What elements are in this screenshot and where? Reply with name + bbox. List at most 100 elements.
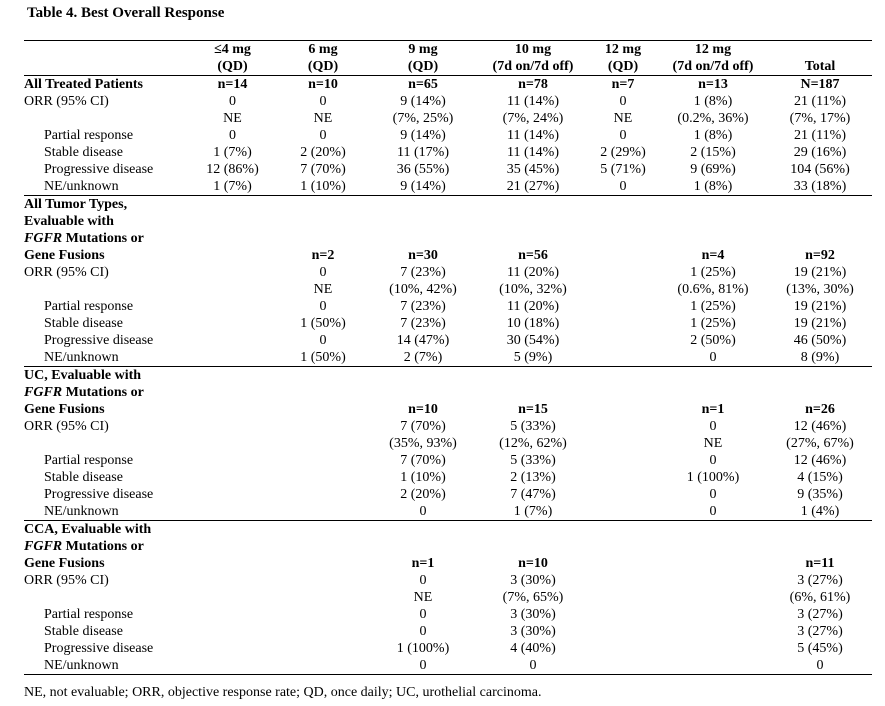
response-cell [278,469,368,486]
response-cell: 0 [368,657,478,675]
table-header: ≤4 mg 6 mg 9 mg 10 mg 12 mg 12 mg (QD) (… [24,40,872,76]
ci-label [24,110,187,127]
empty-cell [187,538,278,555]
empty-cell [278,195,368,213]
response-cell: 0 [619,179,627,194]
ci-cell: (0.6%, 81%) [677,282,749,297]
response-cell [187,315,278,332]
response-label: Progressive disease [44,162,154,177]
response-cell: 4 (40%) [510,641,556,656]
section-n-row: All Treated Patients n=14 n=10 n=65 n=78 n=7 n… [24,75,872,93]
response-cell [187,623,278,640]
col-header-line1: 9 mg [368,40,478,58]
orr-label: ORR (95% CI) [24,94,109,109]
ci-cell [278,589,368,606]
response-cell [588,469,658,486]
response-cell: 33 (18%) [793,179,847,194]
n-cell: n=92 [805,248,835,263]
empty-cell [368,213,478,230]
response-label: Stable disease [44,316,123,331]
response-cell [278,623,368,640]
response-cell [588,349,658,367]
col-header-line2: (7d on/7d off) [658,58,768,76]
ci-cell [187,435,278,452]
section-title-rest: Mutations or [62,539,144,554]
col-header-line2: Total [768,58,872,76]
response-cell: 1 (7%) [213,179,252,194]
section-title-row: All Tumor Types, [24,195,872,213]
response-row: Partial response 0 3 (30%) 3 (27%) [24,606,872,623]
response-cell: 1 (10%) [400,470,446,485]
orr-cell [278,572,368,589]
empty-cell [588,538,658,555]
section-n-row: Gene Fusions n=1 n=10 n=11 [24,555,872,572]
empty-cell [278,366,368,384]
response-cell: 104 (56%) [790,162,850,177]
response-cell: 12 (86%) [206,162,259,177]
orr-row: ORR (95% CI) 0 7 (23%) 11 (20%) 1 (25%) 19 (2… [24,264,872,281]
empty-cell [768,230,872,247]
response-cell: 21 (11%) [794,128,846,143]
header-corner [24,58,187,76]
response-cell: 2 (13%) [510,470,556,485]
response-cell: 10 (18%) [506,316,560,331]
section-title: Evaluable with [24,214,114,229]
table-body: All Treated Patients n=14 n=10 n=65 n=78 n=7 n… [24,75,872,675]
n-cell: n=15 [518,402,548,417]
response-cell: 3 (27%) [797,607,843,622]
orr-cell: 7 (23%) [400,265,446,280]
response-row: Stable disease 0 3 (30%) 3 (27%) [24,623,872,640]
response-cell: 29 (16%) [793,145,847,160]
response-cell [187,452,278,469]
n-cell: n=11 [805,556,835,571]
response-cell [588,657,658,675]
empty-cell [368,538,478,555]
orr-cell: 0 [319,94,327,109]
orr-cell: 5 (33%) [510,419,556,434]
ci-cell: (27%, 67%) [786,436,854,451]
section-title-row: FGFR Mutations or [24,384,872,401]
orr-cell: 0 [709,419,717,434]
response-cell: 21 (27%) [506,179,560,194]
response-cell: 0 [709,350,717,365]
response-cell [187,640,278,657]
response-row: Stable disease 1 (50%) 7 (23%) 10 (18%) 1 (2… [24,315,872,332]
response-cell: 5 (71%) [600,162,646,177]
empty-cell [187,520,278,538]
ci-cell [658,589,768,606]
section-title-row: FGFR Mutations or [24,230,872,247]
section-title: FGFR Mutations or [24,384,187,401]
n-cell: n=2 [311,248,335,263]
empty-cell [768,538,872,555]
response-cell: 0 [419,624,427,639]
response-cell: 14 (47%) [396,333,450,348]
col-header-line1: 10 mg [478,40,588,58]
response-row: NE/unknown 0 1 (7%) 0 1 (4%) [24,503,872,521]
orr-cell: 0 [319,265,327,280]
orr-cell [588,572,658,589]
orr-cell [278,418,368,435]
response-cell [187,349,278,367]
col-header-line1: ≤4 mg [187,40,278,58]
ci-cell: (13%, 30%) [786,282,854,297]
response-cell [588,315,658,332]
response-cell: 0 [419,607,427,622]
n-cell [187,555,278,572]
empty-cell [588,384,658,401]
section-n-row: Gene Fusions n=2 n=30 n=56 n=4 n=92 [24,247,872,264]
response-cell [278,640,368,657]
table-footnote: NE, not evaluable; ORR, objective respon… [24,685,542,700]
n-cell [588,401,658,418]
response-label: NE/unknown [24,657,187,675]
gene-name: FGFR [24,385,63,400]
empty-cell [588,366,658,384]
empty-cell [368,366,478,384]
n-cell: n=7 [588,75,658,93]
n-cell: n=10 [278,75,368,93]
response-cell [187,298,278,315]
response-cell [588,503,658,521]
orr-label: ORR (95% CI) [24,573,109,588]
response-cell [658,640,768,657]
response-cell: 1 (7%) [213,145,252,160]
col-header-line2: (7d on/7d off) [478,58,588,76]
